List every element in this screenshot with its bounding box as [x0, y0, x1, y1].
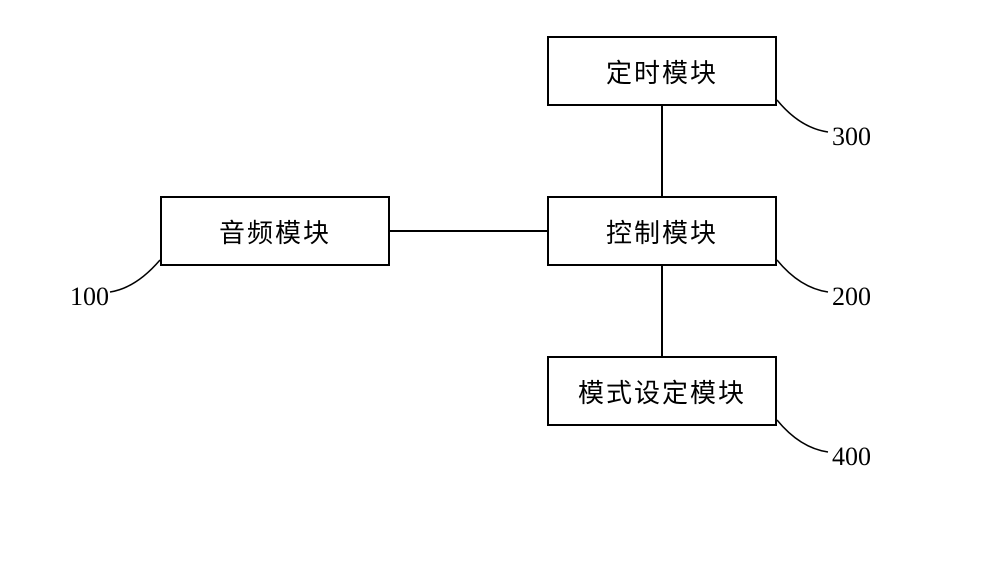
- label-timer: 300: [832, 122, 871, 152]
- label-audio: 100: [70, 282, 109, 312]
- label-control: 200: [832, 282, 871, 312]
- label-timer-text: 300: [832, 122, 871, 151]
- diagram-canvas: 定时模块 音频模块 控制模块 模式设定模块 300 200 400 100: [0, 0, 1000, 572]
- label-audio-text: 100: [70, 282, 109, 311]
- label-mode: 400: [832, 442, 871, 472]
- label-mode-text: 400: [832, 442, 871, 471]
- label-control-text: 200: [832, 282, 871, 311]
